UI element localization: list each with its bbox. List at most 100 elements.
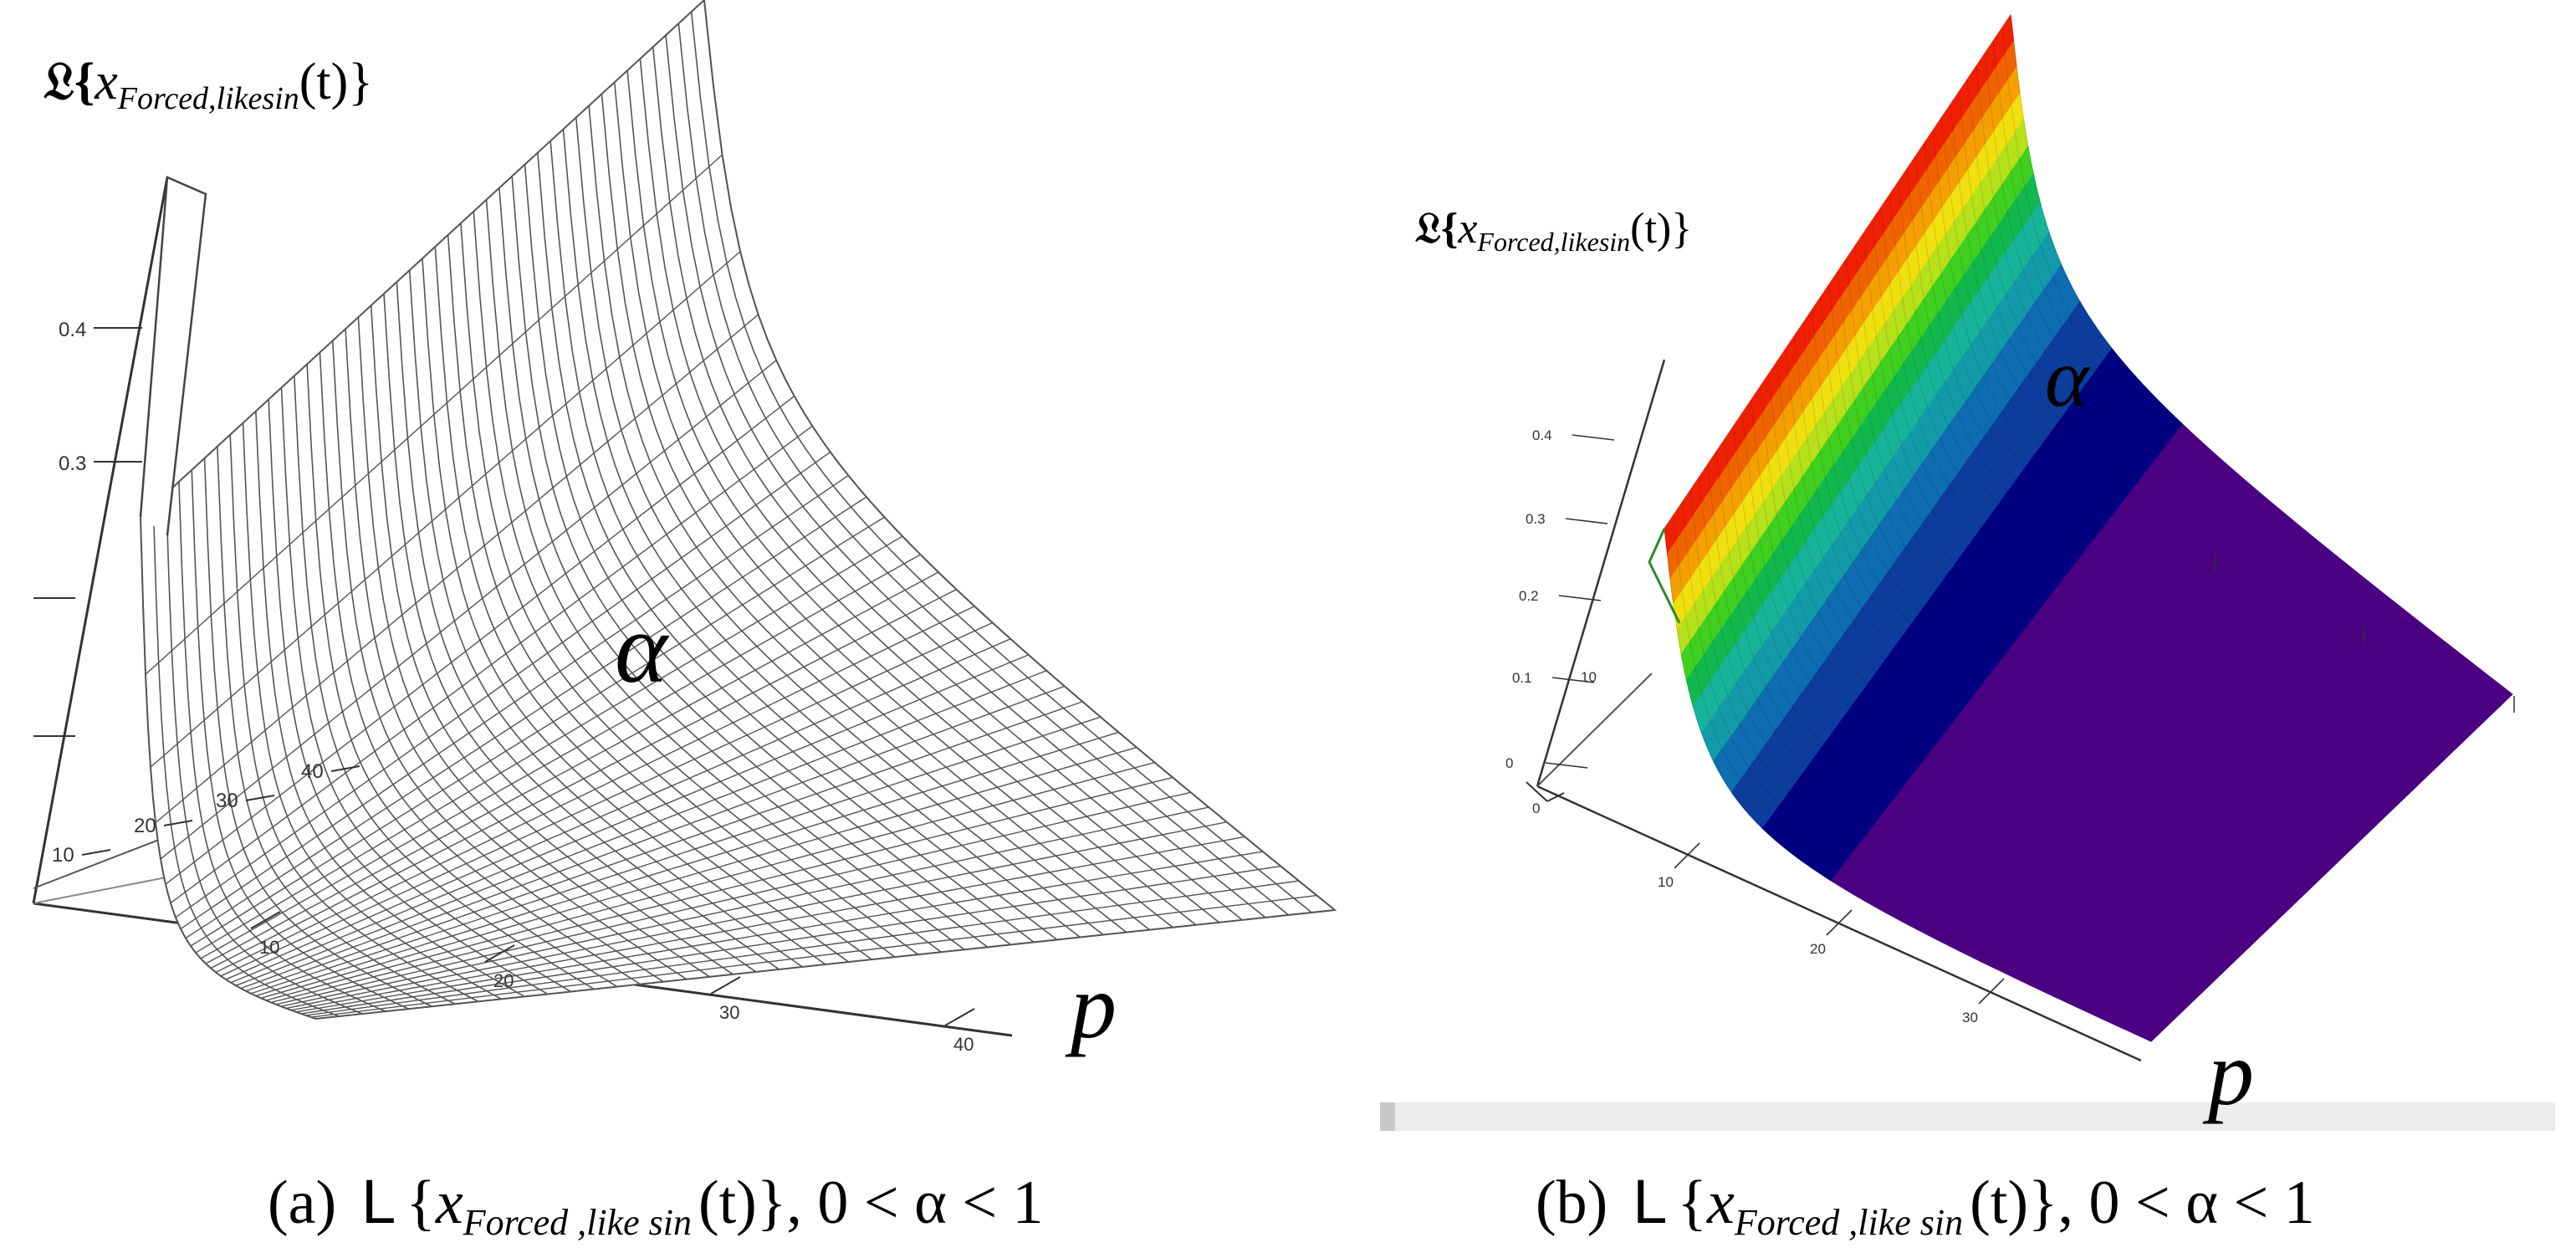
mesh-line-v [160,360,777,860]
status-bar-handle [1380,1102,1395,1131]
mesh-line-u [460,222,896,958]
z-tick-label: 0.4 [59,319,86,341]
mesh-line-u [511,176,989,948]
status-bar [1380,1102,2555,1131]
mesh-line-v [205,571,939,964]
z-label-sub: Forced,likesin [1476,227,1630,257]
p-tick-mark [1826,909,1853,936]
mesh-line-u [690,11,1312,913]
mesh-line-u [331,340,664,983]
mesh-line-v [255,731,1119,997]
p-tick-label: 20 [1810,941,1826,957]
z-label-var: x [1457,205,1477,253]
surface-grid-line [1854,246,2029,633]
caption-tail: }, 0 < α < 1 [2028,1169,2315,1237]
surface-grid-line [1715,451,1889,816]
surface-grid-line [1845,258,2020,645]
z-label-sub: Forced,likesin [117,81,299,116]
surface-grid-line [1837,271,2011,656]
caption-brace: { [1677,1169,1707,1237]
p-tick-mark [1674,842,1700,869]
surface-grid-line [1759,387,1932,759]
mesh-line-u [575,117,1104,936]
x-axis-label: p [2202,1022,2254,1124]
surface-grid-line [1880,207,2055,599]
caption-label: (b) [1536,1169,1607,1237]
mesh-line-v [230,654,1030,984]
mesh-line-u [191,469,410,1010]
mesh-line-u [280,387,571,993]
surface-grid-line [1767,374,1941,747]
mesh-line-u [203,458,432,1007]
z-tick-label: 0.4 [1532,427,1552,443]
p-tick-mark [250,911,281,929]
caption-a: (a) L {xForced ,like sin (t)}, 0 < α < 1 [268,1167,1044,1243]
mesh-line-u [665,35,1266,918]
mesh-line-v [300,865,1281,1015]
mesh-line-u [396,282,780,970]
caption-op: L [1633,1167,1667,1236]
mesh-line-v [225,638,1011,980]
mesh-line-u [498,187,965,950]
mesh-line-u [549,141,1058,941]
p-tick-label: 10 [259,937,279,958]
surface-grid-line [1992,40,2170,451]
surface-grid-line [1940,117,2117,519]
surface-grid-line [1975,66,2152,474]
surface-grid-line [1802,323,1976,702]
p-tick-label: 20 [493,970,514,991]
caption-tail: }, 0 < α < 1 [757,1169,1044,1237]
surface-grid-line [1751,400,1924,770]
z-tick-label: 0.1 [1512,670,1532,686]
mesh-line-v [165,396,795,885]
back-wall-edge [139,176,207,536]
color-band [1830,423,2513,1042]
alpha-tick-label: 10 [52,844,74,867]
panel-a-wireframe-plot: 0.40.31020304010203040pα𝔏{xForced,likesi… [32,0,1337,1243]
mesh-line-u [473,211,919,955]
mesh-line-v [175,451,831,918]
mesh-line-v [250,716,1101,995]
mesh-line-v [180,474,849,929]
z-tick-mark [1565,518,1608,524]
caption-arg: (t) [1970,1169,2028,1237]
surface-grid-line [1924,143,2099,542]
p-tick-label: 30 [1962,1010,1978,1025]
mesh-line-u [408,269,803,968]
mesh-line-v [190,516,885,947]
z-label-arg: (t) [1630,205,1671,253]
y-axis-label: α [2045,331,2091,424]
mesh-line-v [200,554,921,959]
z-tick-mark [1551,677,1595,683]
mesh-line-u [345,329,687,980]
surface-grid-line [1897,182,2073,576]
surface-grid-line [1698,477,1871,838]
surface-grid-line [1733,426,1906,793]
z-tick-label: 0.2 [1519,588,1539,604]
surface-grid-line [1776,361,1950,736]
z-label-suffix: } [1671,205,1692,253]
z-tick-mark [1558,595,1602,601]
surface-grid-line [1871,220,2047,611]
mesh-line-v [310,894,1317,1018]
mesh-line-v [195,535,903,954]
caption-b: (b) L {xForced ,like sin (t)}, 0 < α < 1 [1536,1167,2315,1243]
p-tick-mark [1978,978,2005,1005]
mesh-line-v [150,251,741,768]
surface-grid-line [1785,349,1959,724]
alpha-tick-label: 20 [134,815,156,837]
corner-tick-label: 0 [1532,800,1540,816]
mesh-line-v [245,701,1083,992]
panel-b-colormap-plot: 0.40.30.20.10010102030pα𝔏{xForced,likesi… [1380,13,2555,1243]
mesh-line-u [242,422,502,1000]
z-axis-line [32,176,169,904]
mesh-line-v [285,821,1227,1010]
surface-grid-line [1793,335,1967,713]
surface-grid-line [2001,28,2178,440]
mesh-line-u [319,352,641,985]
caption-sub: Forced ,like sin [463,1202,692,1243]
mesh-line-u [537,152,1035,944]
mesh-line-v [155,314,759,824]
corner-mark [1526,781,1548,802]
